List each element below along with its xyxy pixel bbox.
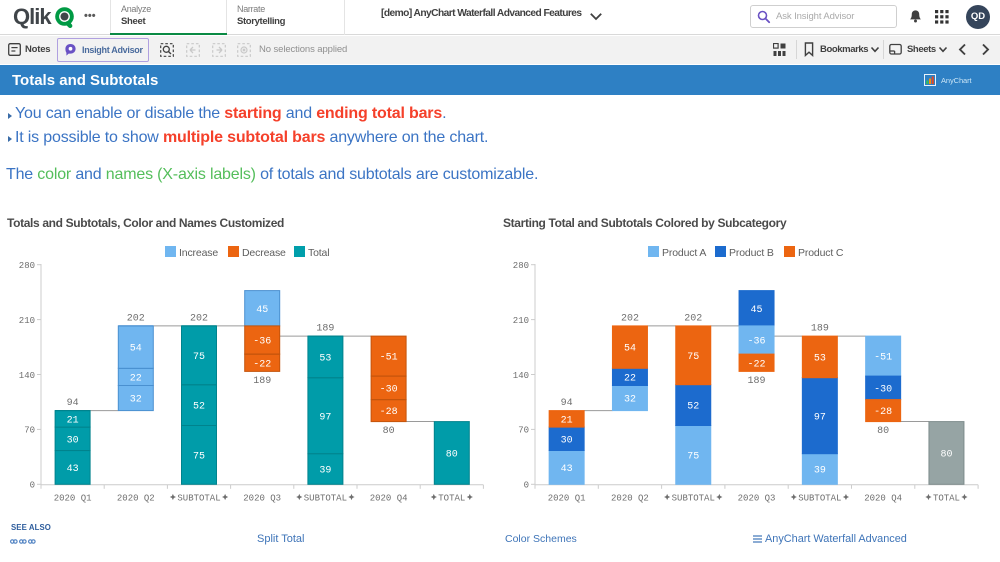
svg-text:70: 70 [24, 426, 35, 436]
svg-text:SUBTOTAL: SUBTOTAL [672, 493, 715, 503]
svg-text:97: 97 [319, 412, 331, 423]
svg-text:202: 202 [684, 313, 702, 324]
svg-text:45: 45 [751, 305, 763, 316]
svg-text:54: 54 [130, 344, 142, 355]
svg-text:39: 39 [814, 466, 826, 477]
svg-text:210: 210 [513, 316, 529, 326]
svg-text:189: 189 [748, 376, 766, 387]
svg-text:94: 94 [67, 398, 79, 409]
svg-text:210: 210 [19, 316, 35, 326]
svg-text:140: 140 [19, 371, 35, 381]
svg-text:22: 22 [624, 374, 636, 385]
svg-text:52: 52 [193, 402, 205, 413]
svg-text:2020 Q2: 2020 Q2 [611, 493, 649, 503]
svg-text:0: 0 [30, 481, 35, 491]
svg-text:-30: -30 [380, 384, 398, 395]
svg-text:189: 189 [253, 376, 271, 387]
svg-text:189: 189 [811, 324, 829, 335]
svg-text:2020 Q2: 2020 Q2 [117, 493, 155, 503]
svg-text:2020 Q1: 2020 Q1 [548, 493, 586, 503]
svg-text:TOTAL: TOTAL [933, 493, 960, 503]
svg-text:30: 30 [561, 435, 573, 446]
svg-text:32: 32 [130, 395, 142, 406]
svg-text:-28: -28 [380, 407, 398, 418]
svg-text:2020 Q4: 2020 Q4 [370, 493, 408, 503]
svg-text:53: 53 [814, 354, 826, 365]
svg-text:75: 75 [193, 452, 205, 463]
svg-text:202: 202 [190, 313, 208, 324]
svg-text:75: 75 [687, 352, 699, 363]
svg-text:53: 53 [319, 354, 331, 365]
svg-text:-22: -22 [748, 359, 766, 370]
svg-text:70: 70 [518, 426, 529, 436]
svg-text:75: 75 [193, 352, 205, 363]
svg-text:-22: -22 [253, 359, 271, 370]
svg-text:-51: -51 [874, 353, 892, 364]
svg-text:TOTAL: TOTAL [438, 493, 465, 503]
svg-text:80: 80 [383, 426, 395, 437]
svg-text:2020 Q3: 2020 Q3 [738, 493, 776, 503]
svg-text:22: 22 [130, 374, 142, 385]
svg-text:21: 21 [561, 415, 573, 426]
svg-text:2020 Q4: 2020 Q4 [864, 493, 902, 503]
svg-text:140: 140 [513, 371, 529, 381]
svg-text:0: 0 [524, 481, 529, 491]
svg-text:80: 80 [877, 426, 889, 437]
svg-text:30: 30 [67, 435, 79, 446]
svg-text:80: 80 [446, 450, 458, 461]
svg-text:2020 Q1: 2020 Q1 [54, 493, 92, 503]
svg-text:39: 39 [319, 466, 331, 477]
svg-text:-36: -36 [253, 337, 271, 348]
svg-text:280: 280 [19, 261, 35, 271]
svg-text:-36: -36 [748, 337, 766, 348]
svg-text:SUBTOTAL: SUBTOTAL [304, 493, 347, 503]
svg-text:-51: -51 [380, 353, 398, 364]
svg-text:54: 54 [624, 344, 636, 355]
svg-text:202: 202 [621, 313, 639, 324]
svg-text:280: 280 [513, 261, 529, 271]
svg-text:2020 Q3: 2020 Q3 [243, 493, 281, 503]
svg-text:75: 75 [687, 452, 699, 463]
svg-text:43: 43 [561, 464, 573, 475]
svg-text:-28: -28 [874, 407, 892, 418]
svg-text:43: 43 [67, 464, 79, 475]
svg-text:52: 52 [687, 402, 699, 413]
svg-text:94: 94 [561, 398, 573, 409]
svg-text:202: 202 [127, 313, 145, 324]
svg-text:SUBTOTAL: SUBTOTAL [177, 493, 220, 503]
svg-text:80: 80 [940, 450, 952, 461]
svg-text:45: 45 [256, 305, 268, 316]
svg-text:21: 21 [67, 415, 79, 426]
svg-text:97: 97 [814, 412, 826, 423]
svg-text:189: 189 [316, 324, 334, 335]
svg-text:32: 32 [624, 395, 636, 406]
svg-text:SUBTOTAL: SUBTOTAL [798, 493, 841, 503]
svg-text:-30: -30 [874, 384, 892, 395]
